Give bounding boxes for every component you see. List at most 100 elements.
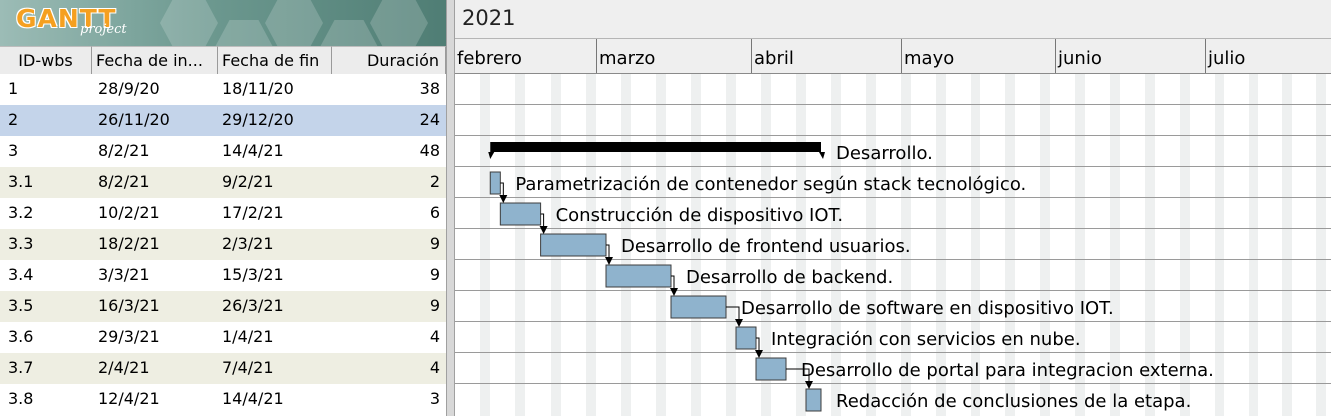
table-row[interactable]: 3.8 12/4/21 14/4/21 3 xyxy=(0,384,446,415)
row-duration: 3 xyxy=(429,389,440,408)
row-end-date: 15/3/21 xyxy=(222,265,284,284)
dependency-arrow xyxy=(726,306,743,327)
row-start-date: 18/2/21 xyxy=(98,234,160,253)
row-id: 3.5 xyxy=(8,296,34,315)
row-end-date: 9/2/21 xyxy=(222,172,274,191)
task-label: Desarrollo de software en dispositivo IO… xyxy=(741,298,1114,319)
row-id: 2 xyxy=(8,110,19,129)
column-header-end[interactable]: Fecha de fin xyxy=(218,46,332,74)
row-end-date: 18/11/20 xyxy=(222,79,294,98)
task-table-panel: GANTT project ID-wbs Fecha de in... Fech… xyxy=(0,0,448,416)
column-header-id[interactable]: ID-wbs xyxy=(0,46,92,74)
month-label: julio xyxy=(1208,48,1246,69)
table-row[interactable]: 3.3 18/2/21 2/3/21 9 xyxy=(0,229,446,260)
month-header: junio xyxy=(1055,39,1205,73)
table-row[interactable]: 3.6 29/3/21 1/4/21 4 xyxy=(0,322,446,353)
task-rows: 1 28/9/20 18/11/20 38 2 26/11/20 29/12/20 24 3 8/… xyxy=(0,74,446,415)
dependency-arrow xyxy=(539,213,548,234)
row-duration: 4 xyxy=(429,358,440,377)
month-header: mayo xyxy=(901,39,1055,73)
row-end-date: 14/4/21 xyxy=(222,389,284,408)
row-start-date: 3/3/21 xyxy=(98,265,150,284)
month-label: junio xyxy=(1058,48,1102,69)
row-start-date: 16/3/21 xyxy=(98,296,160,315)
dependency-arrow xyxy=(755,337,763,358)
row-end-date: 26/3/21 xyxy=(222,296,284,315)
dependency-arrow xyxy=(786,368,813,389)
task-label: Desarrollo de frontend usuarios. xyxy=(621,236,911,257)
gantt-bars: Desarrollo. Parametrización de contenedor… xyxy=(488,142,1214,412)
row-id: 3.4 xyxy=(8,265,34,284)
column-header-duration[interactable]: Duración xyxy=(332,46,446,74)
row-id: 1 xyxy=(8,79,19,98)
row-start-date: 28/9/20 xyxy=(98,79,160,98)
task-bar[interactable] xyxy=(670,295,727,319)
row-duration: 48 xyxy=(419,141,440,160)
row-end-date: 29/12/20 xyxy=(222,110,294,129)
ganttproject-logo: GANTT project xyxy=(16,4,136,42)
row-start-date: 8/2/21 xyxy=(98,172,150,191)
row-start-date: 26/11/20 xyxy=(98,110,170,129)
month-label: abril xyxy=(754,48,794,69)
table-row[interactable]: 3.7 2/4/21 7/4/21 4 xyxy=(0,353,446,384)
row-duration: 2 xyxy=(429,172,440,191)
row-id: 3.8 xyxy=(8,389,34,408)
panel-splitter[interactable] xyxy=(446,0,455,416)
task-label: Desarrollo de backend. xyxy=(686,267,893,288)
table-row[interactable]: 3.2 10/2/21 17/2/21 6 xyxy=(0,198,446,229)
table-row[interactable]: 2 26/11/20 29/12/20 24 xyxy=(0,105,446,136)
month-header: julio xyxy=(1205,39,1331,73)
table-row[interactable]: 3 8/2/21 14/4/21 48 xyxy=(0,136,446,167)
task-bar[interactable] xyxy=(489,171,501,195)
month-label: mayo xyxy=(904,48,955,69)
row-duration: 24 xyxy=(419,110,440,129)
logo-banner: GANTT project xyxy=(0,0,448,46)
timeline-year-header: 2021 xyxy=(455,0,1331,39)
row-end-date: 14/4/21 xyxy=(222,141,284,160)
task-bar[interactable] xyxy=(735,326,757,350)
task-bar[interactable] xyxy=(605,264,672,288)
table-header: ID-wbs Fecha de in... Fecha de fin Durac… xyxy=(0,46,446,75)
timeline-month-header: febrero marzo abril mayo junio julio xyxy=(455,39,1331,74)
year-label: 2021 xyxy=(462,6,516,30)
row-start-date: 29/3/21 xyxy=(98,327,160,346)
row-id: 3.3 xyxy=(8,234,34,253)
summary-task-bar[interactable] xyxy=(490,142,821,152)
logo-subtext: project xyxy=(80,22,127,37)
logo-text: GANTT xyxy=(16,4,117,33)
task-bar[interactable] xyxy=(540,233,607,257)
row-end-date: 17/2/21 xyxy=(222,203,284,222)
dependency-arrow xyxy=(499,182,508,203)
row-end-date: 1/4/21 xyxy=(222,327,274,346)
row-duration: 9 xyxy=(429,265,440,284)
month-label: marzo xyxy=(599,48,656,69)
row-start-date: 12/4/21 xyxy=(98,389,160,408)
row-id: 3 xyxy=(8,141,19,160)
task-label: Redacción de conclusiones de la etapa. xyxy=(836,391,1191,412)
month-header: febrero xyxy=(455,39,596,73)
table-row[interactable]: 1 28/9/20 18/11/20 38 xyxy=(0,74,446,105)
row-duration: 6 xyxy=(429,203,440,222)
row-id: 3.1 xyxy=(8,172,34,191)
row-id: 3.6 xyxy=(8,327,34,346)
row-start-date: 8/2/21 xyxy=(98,141,150,160)
table-row[interactable]: 3.4 3/3/21 15/3/21 9 xyxy=(0,260,446,291)
row-duration: 9 xyxy=(429,234,440,253)
table-row[interactable]: 3.1 8/2/21 9/2/21 2 xyxy=(0,167,446,198)
dependency-arrow xyxy=(605,244,613,265)
task-bar[interactable] xyxy=(755,357,787,381)
column-header-start[interactable]: Fecha de in... xyxy=(92,46,218,74)
task-label: Construcción de dispositivo IOT. xyxy=(556,205,844,226)
gantt-chart-panel: 2021 febrero marzo abril mayo junio julio Des… xyxy=(455,0,1331,416)
row-end-date: 2/3/21 xyxy=(222,234,274,253)
task-bar[interactable] xyxy=(499,202,542,226)
month-label: febrero xyxy=(457,48,522,69)
gantt-chart-body[interactable]: Desarrollo. Parametrización de contenedor… xyxy=(455,74,1331,416)
row-id: 3.7 xyxy=(8,358,34,377)
task-bar[interactable] xyxy=(805,388,822,412)
task-label: Integración con servicios en nube. xyxy=(771,329,1081,350)
row-duration: 4 xyxy=(429,327,440,346)
table-row[interactable]: 3.5 16/3/21 26/3/21 9 xyxy=(0,291,446,322)
row-id: 3.2 xyxy=(8,203,34,222)
